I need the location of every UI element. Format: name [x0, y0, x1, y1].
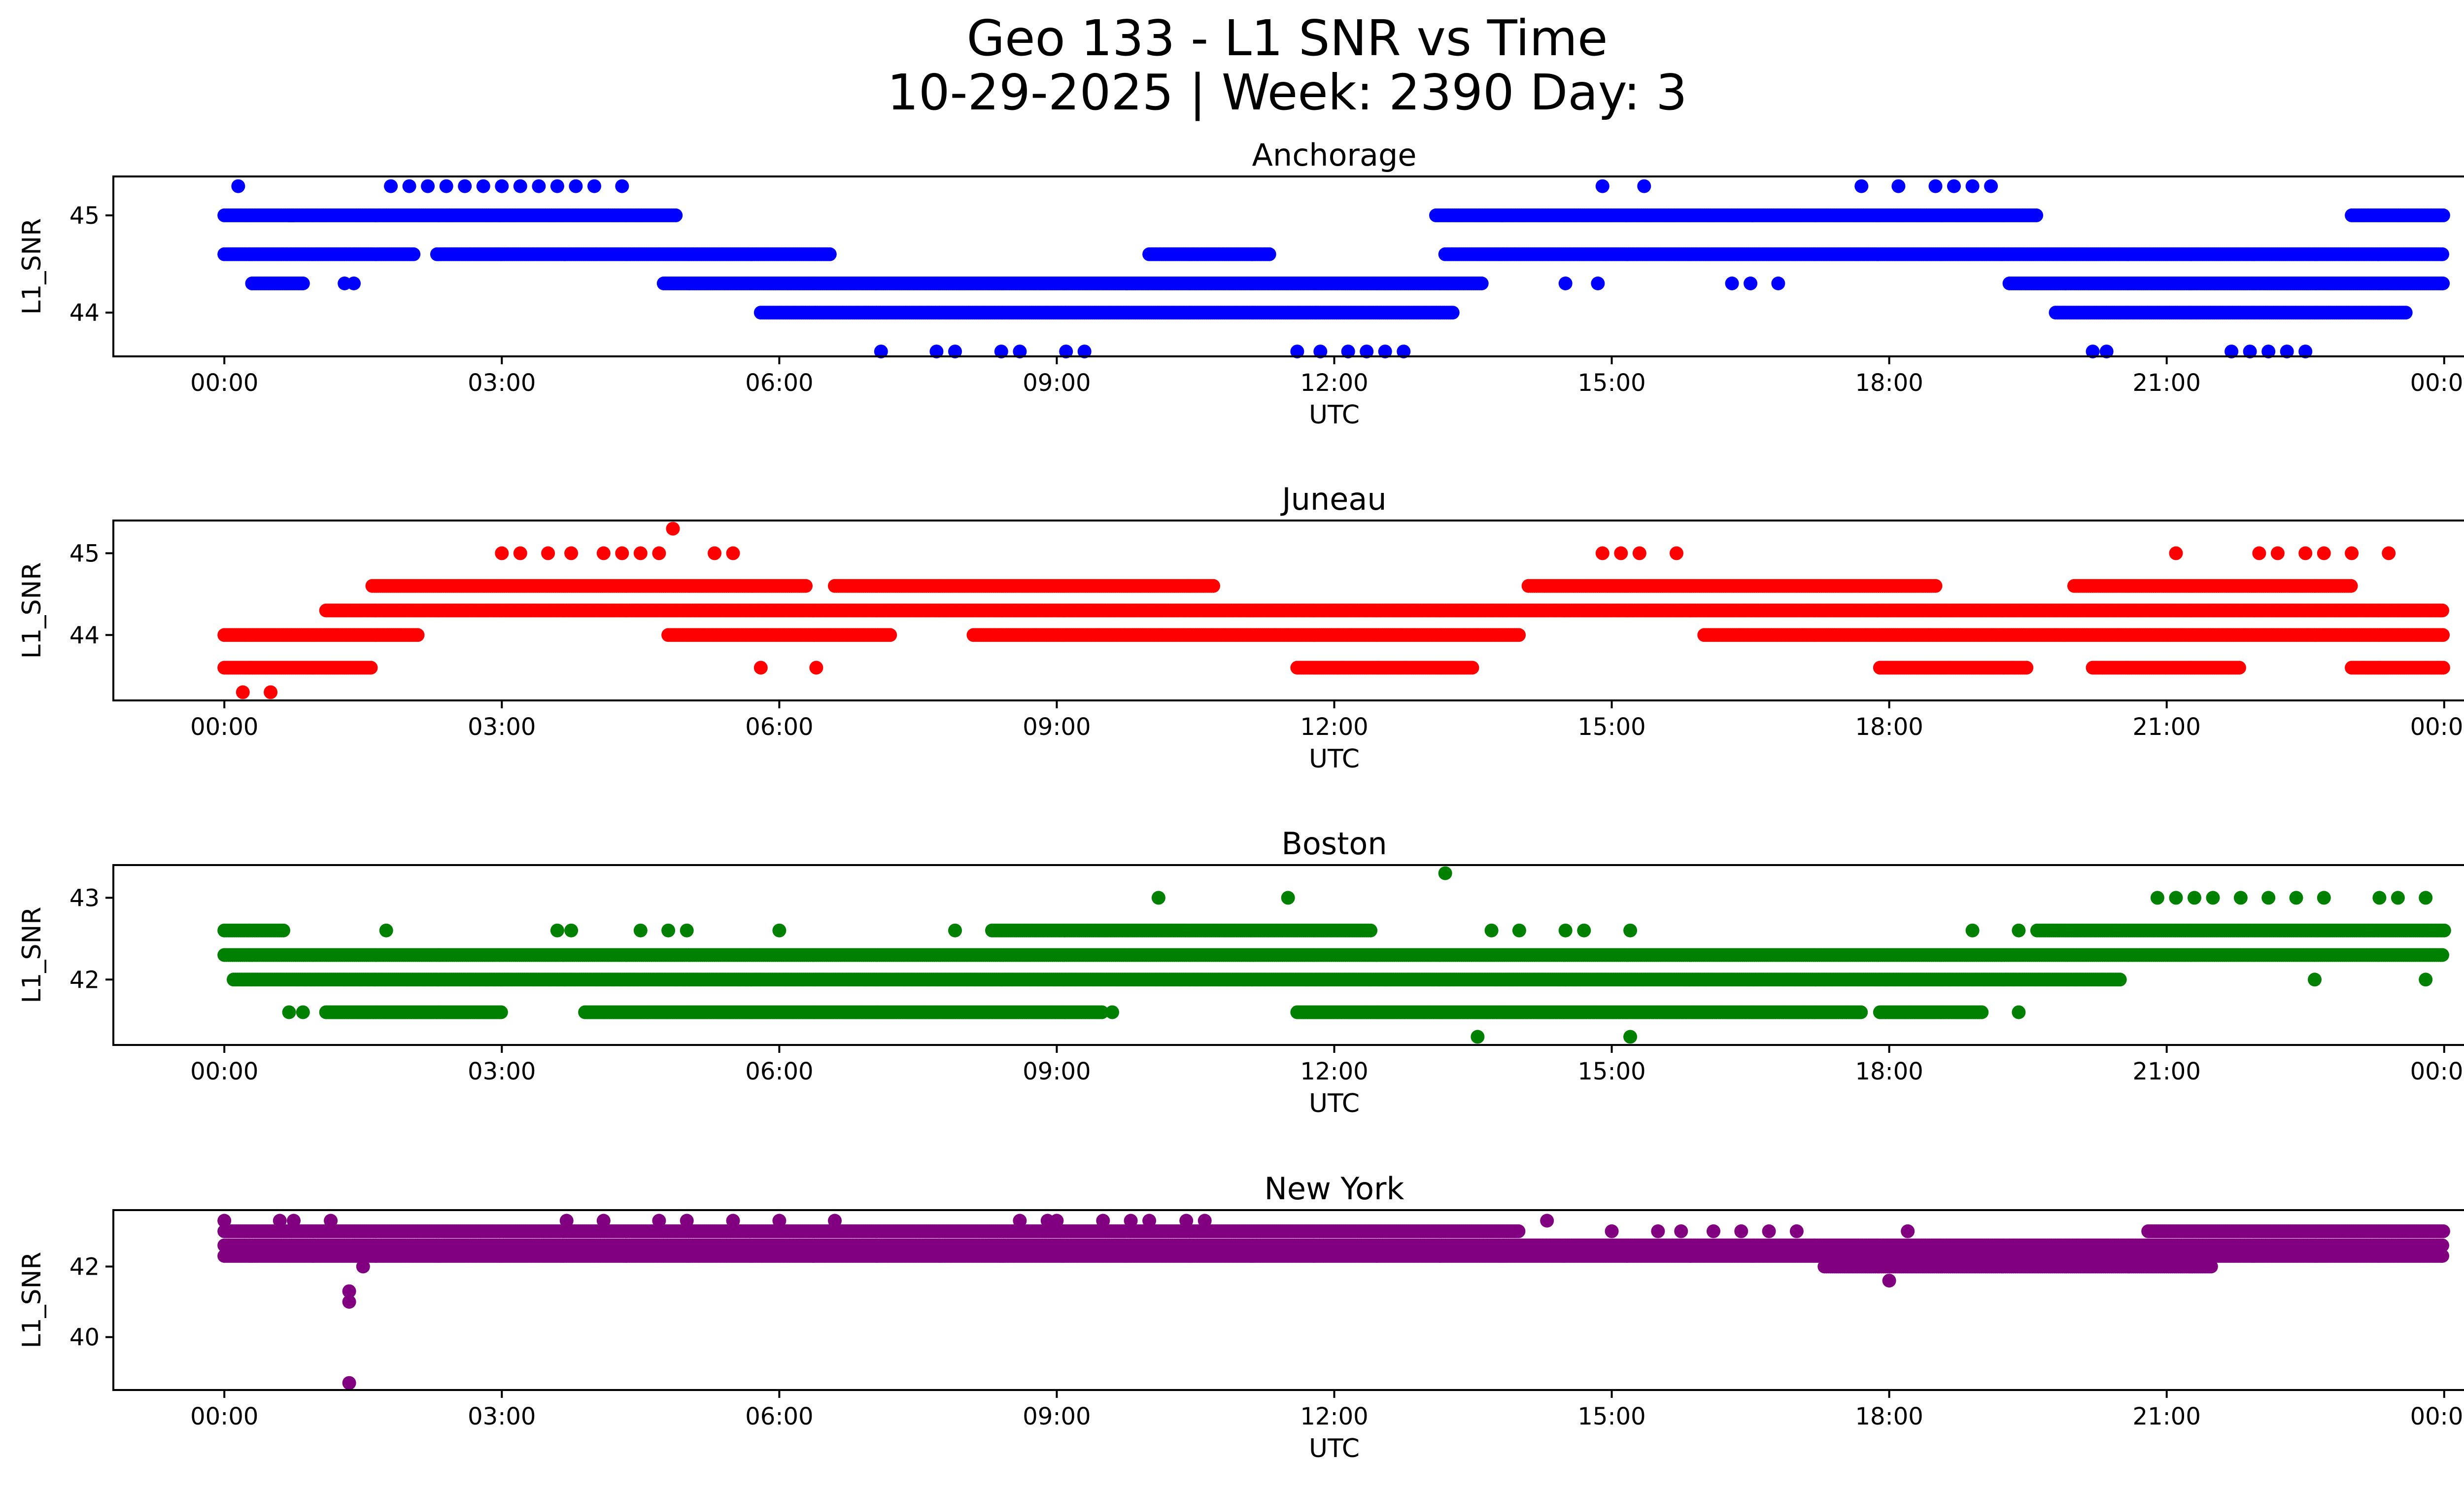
- data-point: [1984, 179, 1998, 193]
- subplot-title: Anchorage: [1252, 137, 1416, 173]
- x-tick-label: 18:00: [1855, 369, 1923, 397]
- figure-title-line1: Geo 133 - L1 SNR vs Time: [967, 9, 1608, 67]
- figure-title-line2: 10-29-2025 | Week: 2390 Day: 3: [887, 64, 1687, 121]
- panel-anchorage: Anchorage 00:00 03:00 06:00 09:00 12:00 15:00 1…: [17, 137, 2464, 430]
- data-point: [1512, 628, 1526, 642]
- data-point: [550, 179, 564, 193]
- data-point: [799, 579, 813, 593]
- data-point: [2344, 579, 2358, 593]
- data-point: [1474, 277, 1489, 290]
- x-tick-label: 00:00: [2410, 369, 2464, 397]
- data-point: [1558, 277, 1573, 290]
- data-point: [1595, 179, 1609, 193]
- data-point: [1725, 277, 1739, 290]
- data-point: [347, 277, 361, 290]
- data-point: [1928, 179, 1943, 193]
- x-tick-label: 21:00: [2133, 369, 2201, 397]
- x-tick-label: 15:00: [1577, 369, 1645, 397]
- data-point: [587, 179, 601, 193]
- data-points: [217, 522, 2450, 699]
- axes-frame: [112, 175, 2464, 357]
- data-point: [2436, 208, 2450, 222]
- data-point: [1771, 277, 1785, 290]
- data-point: [458, 179, 472, 193]
- data-point: [402, 179, 416, 193]
- data-point: [476, 179, 490, 193]
- data-point: [1928, 579, 1943, 593]
- x-tick-label: 12:00: [1300, 369, 1368, 397]
- data-point: [569, 179, 583, 193]
- data-point: [1891, 179, 1906, 193]
- data-point: [532, 179, 546, 193]
- data-point: [411, 628, 425, 642]
- y-tick-label: 44: [69, 299, 100, 327]
- x-tick-label: 03:00: [468, 369, 536, 397]
- data-point: [231, 179, 245, 193]
- x-tick-label: 06:00: [745, 369, 813, 397]
- data-point: [2029, 208, 2044, 222]
- panels: Anchorage 00:00 03:00 06:00 09:00 12:00 15:00 1…: [17, 137, 2464, 1463]
- data-point: [513, 179, 527, 193]
- data-point: [1854, 179, 1869, 193]
- data-point: [1591, 277, 1605, 290]
- data-point: [495, 179, 509, 193]
- data-point: [296, 277, 310, 290]
- data-point: [1744, 277, 1758, 290]
- x-axis-label: UTC: [1309, 400, 1360, 430]
- data-point: [1637, 179, 1651, 193]
- data-point: [1206, 579, 1220, 593]
- data-point: [2436, 277, 2450, 290]
- data-point: [439, 179, 453, 193]
- x-tick-label: 09:00: [1023, 369, 1091, 397]
- data-point: [1262, 247, 1276, 261]
- data-points: [217, 179, 2450, 359]
- data-point: [822, 247, 837, 261]
- data-point: [2398, 306, 2413, 320]
- subplot-title: Juneau: [1280, 481, 1386, 517]
- data-point: [615, 179, 629, 193]
- y-axis-label: L1_SNR: [17, 218, 47, 314]
- y-tick-label: 45: [69, 202, 100, 230]
- data-point: [669, 208, 683, 222]
- data-point: [407, 247, 421, 261]
- x-tick-label: 00:00: [190, 369, 258, 397]
- data-point: [1947, 179, 1961, 193]
- data-point: [384, 179, 398, 193]
- data-point: [2435, 247, 2449, 261]
- data-point: [421, 179, 435, 193]
- data-point: [1965, 179, 1980, 193]
- data-point: [1445, 306, 1460, 320]
- data-point: [2435, 603, 2449, 618]
- data-point: [883, 628, 897, 642]
